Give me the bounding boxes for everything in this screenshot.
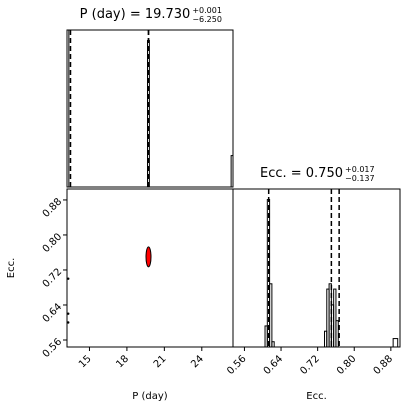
histogram-bin [269,283,273,348]
scatter-point [67,321,70,324]
x-tick-label: 0.64 [262,353,286,377]
title-sup: +0.001 [192,6,222,15]
x-tick-label: 18 [114,353,131,370]
y-tick-label: 0.72 [41,266,65,290]
y-tick-label: 0.56 [41,336,65,360]
histogram-bin [392,338,399,348]
panel-title: Ecc. = 0.750 [260,166,343,181]
panel-frame [232,188,401,348]
x-tick-label: 0.72 [298,353,322,377]
panel-frame [66,29,234,188]
title-sub: −0.137 [345,174,375,183]
x-tick-label: 21 [152,353,169,370]
panel-frame [66,188,234,348]
title-sup: +0.017 [345,165,375,174]
x-axis-label: P (day) [132,391,168,402]
y-tick-label: 0.88 [41,196,65,220]
y-tick-label: 0.80 [41,231,65,255]
histogram-bin [335,320,339,348]
scatter-point [67,277,70,280]
scatter-point [67,312,70,315]
x-tick-label: 0.56 [225,353,249,377]
panel-title: P (day) = 19.730 [80,7,191,22]
y-tick-label: 0.64 [41,301,65,325]
x-tick-label: 24 [189,353,206,370]
title-sub: −6.250 [192,15,222,24]
x-tick-label: 15 [77,353,94,370]
x-tick-label: 0.88 [372,353,396,377]
histogram-bin [271,341,275,348]
density-peak [145,246,152,268]
x-tick-label: 0.80 [335,353,359,377]
x-axis-label: Ecc. [306,391,327,402]
y-axis-label: Ecc. [6,258,17,279]
